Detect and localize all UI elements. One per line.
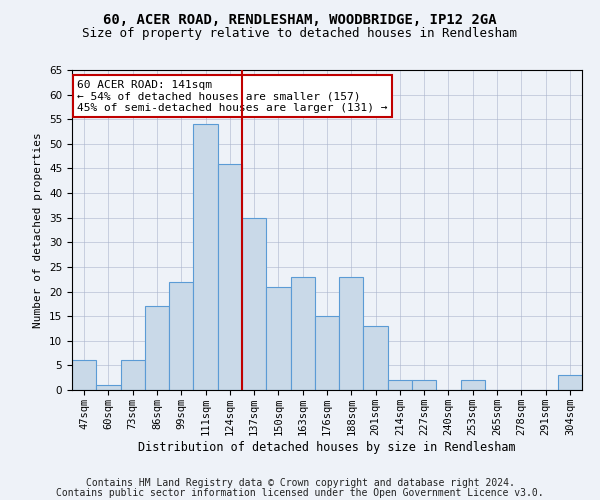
Bar xyxy=(96,385,121,390)
Bar xyxy=(315,316,339,390)
Y-axis label: Number of detached properties: Number of detached properties xyxy=(34,132,43,328)
Bar xyxy=(558,375,582,390)
Bar xyxy=(193,124,218,390)
Bar xyxy=(364,326,388,390)
Bar xyxy=(339,277,364,390)
Bar xyxy=(461,380,485,390)
Bar xyxy=(412,380,436,390)
Bar xyxy=(266,286,290,390)
Bar xyxy=(121,360,145,390)
Bar xyxy=(388,380,412,390)
Bar xyxy=(169,282,193,390)
Text: Contains public sector information licensed under the Open Government Licence v3: Contains public sector information licen… xyxy=(56,488,544,498)
Bar xyxy=(218,164,242,390)
Bar xyxy=(145,306,169,390)
Text: Size of property relative to detached houses in Rendlesham: Size of property relative to detached ho… xyxy=(83,28,517,40)
X-axis label: Distribution of detached houses by size in Rendlesham: Distribution of detached houses by size … xyxy=(138,440,516,454)
Text: Contains HM Land Registry data © Crown copyright and database right 2024.: Contains HM Land Registry data © Crown c… xyxy=(86,478,514,488)
Bar xyxy=(242,218,266,390)
Text: 60 ACER ROAD: 141sqm
← 54% of detached houses are smaller (157)
45% of semi-deta: 60 ACER ROAD: 141sqm ← 54% of detached h… xyxy=(77,80,388,113)
Bar xyxy=(290,277,315,390)
Text: 60, ACER ROAD, RENDLESHAM, WOODBRIDGE, IP12 2GA: 60, ACER ROAD, RENDLESHAM, WOODBRIDGE, I… xyxy=(103,12,497,26)
Bar xyxy=(72,360,96,390)
